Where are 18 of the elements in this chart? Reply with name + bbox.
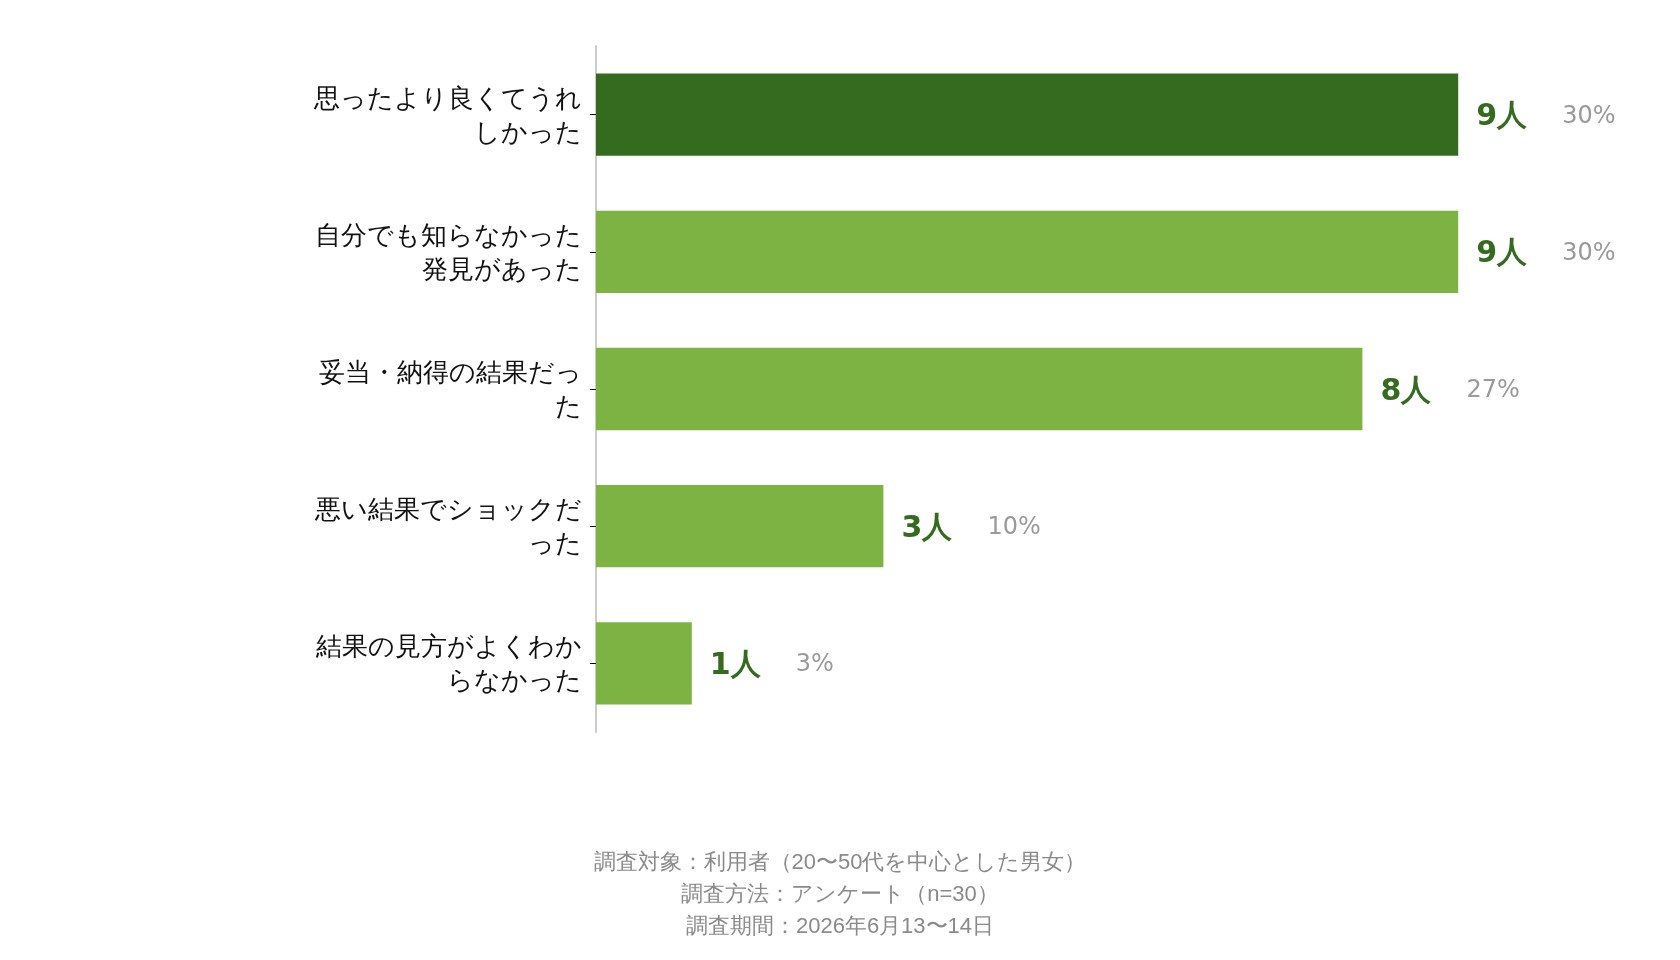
y-tick-label: 思ったより良くてうれしかった xyxy=(313,82,582,147)
y-tick-label: 悪い結果でショックだった xyxy=(314,494,582,559)
bar xyxy=(596,73,1459,156)
y-tick-label: 妥当・納得の結果だった xyxy=(319,357,582,421)
bar xyxy=(596,622,692,705)
text: 調査方法：アンケート（n=30） xyxy=(681,880,999,906)
text: 調査期間：2026年6月13〜14日 xyxy=(685,912,995,938)
data-label: 1人 3% xyxy=(709,645,834,681)
bar xyxy=(596,347,1363,431)
bar xyxy=(596,210,1459,293)
data-label: 9人 30% xyxy=(1476,97,1616,133)
y-tick-label: 結果の見方がよくわからなかった xyxy=(315,631,582,696)
data-label: 3人 10% xyxy=(901,508,1041,544)
data-label: 8人 27% xyxy=(1380,371,1520,407)
data-label: 9人 30% xyxy=(1476,234,1616,270)
text: 調査対象：利用者（20〜50代を中心とした男女） xyxy=(593,848,1087,874)
bar xyxy=(596,485,884,568)
y-tick-label: 自分でも知らなかった発見があった xyxy=(315,219,582,284)
